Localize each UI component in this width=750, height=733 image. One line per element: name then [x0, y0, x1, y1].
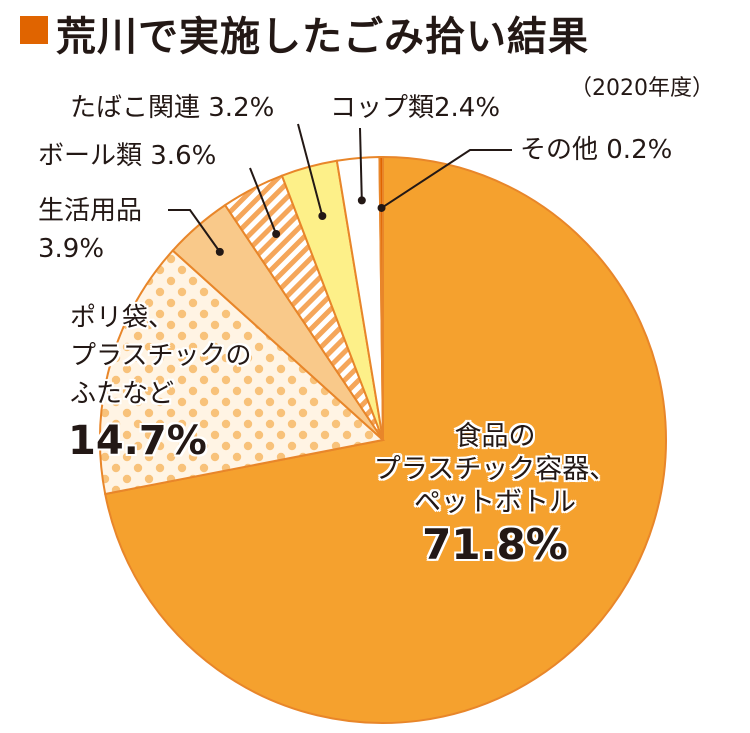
- cigarette-label: たばこ関連 3.2%: [70, 93, 275, 123]
- ball-label: ボール類 3.6%: [38, 141, 217, 171]
- daily-goods-label: 生活用品: [38, 196, 143, 226]
- leader-cup-dot: [357, 196, 366, 205]
- food-label-line2: プラスチック容器、: [373, 454, 617, 485]
- slice-food-plastic: [104, 155, 667, 724]
- slice-label-food-plastic: 食品の プラスチック容器、 ペットボトル 71.8%: [330, 420, 660, 571]
- leader-other-dot: [377, 203, 386, 212]
- leader-cigarette: [297, 123, 324, 217]
- food-label-line1: 食品の: [454, 421, 536, 452]
- leader-cigarette-dot: [318, 212, 327, 221]
- daily-goods-value: 3.9%: [38, 234, 105, 264]
- poly-label-line2: プラスチックの: [70, 341, 252, 371]
- leader-other: [380, 149, 512, 209]
- leader-cup: [359, 127, 363, 201]
- cup-label: コップ類2.4%: [330, 93, 501, 123]
- poly-label-value: 14.7%: [68, 418, 207, 464]
- chart-title: 荒川で実施したごみ拾い結果: [56, 14, 589, 60]
- poly-label-line3: ふたなど: [70, 379, 175, 409]
- other-label: その他 0.2%: [520, 135, 673, 165]
- poly-label-line1: ポリ袋、: [70, 303, 175, 333]
- title-square-marker: [20, 16, 48, 44]
- leader-ball-dot: [272, 230, 281, 239]
- slice-poly-bag: [99, 249, 386, 496]
- leader-ball: [249, 167, 278, 235]
- slice-other: [378, 155, 384, 441]
- food-label-line3: ペットボトル: [414, 487, 576, 518]
- food-label-value: 71.8%: [422, 520, 568, 569]
- leader-daily-goods-dot: [215, 247, 224, 256]
- leader-daily-goods: [168, 209, 221, 253]
- chart-subtitle: （2020年度）: [570, 76, 714, 101]
